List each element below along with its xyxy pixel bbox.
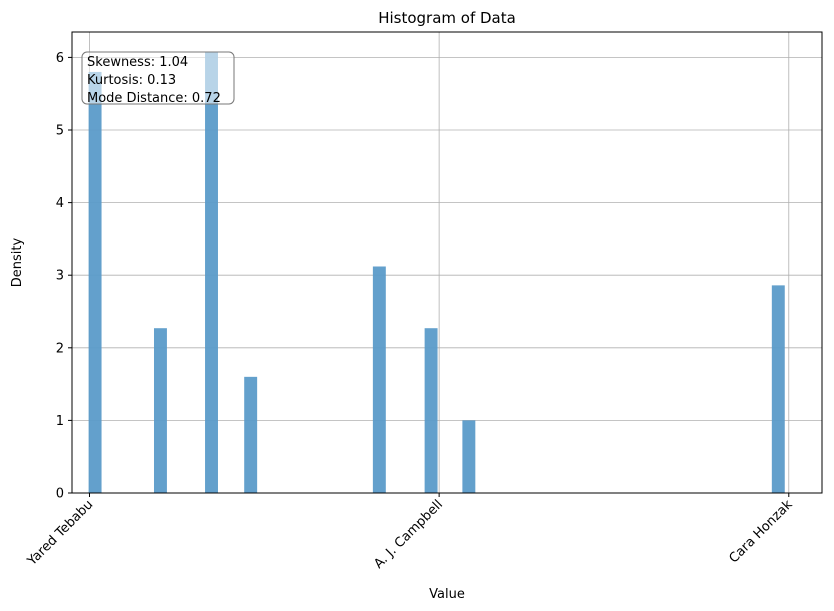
- y-tick-label: 3: [56, 269, 64, 284]
- annotation-line: Kurtosis: 0.13: [87, 73, 176, 88]
- annotation-text: Skewness: 1.04 Kurtosis: 0.13 Mode Distanc…: [87, 55, 221, 106]
- x-axis-label: Value: [429, 587, 465, 602]
- bars: [88, 52, 785, 493]
- annotation-box: [81, 51, 235, 105]
- y-tick-label: 1: [56, 414, 64, 429]
- histogram-bar: [244, 376, 258, 493]
- histogram-bar: [88, 71, 102, 493]
- y-tick-label: 4: [56, 196, 64, 211]
- plot-frame: [71, 31, 823, 494]
- y-tick-label: 0: [56, 487, 64, 502]
- y-tick-label: 5: [56, 124, 64, 139]
- y-tick-label: 2: [56, 341, 64, 356]
- y-axis-label: Density: [10, 237, 25, 287]
- histogram-bar: [462, 420, 476, 493]
- histogram-bar: [771, 285, 785, 493]
- chart-title: Histogram of Data: [378, 9, 516, 27]
- y-axis: 0 1 2 3 4 5 6: [56, 51, 72, 502]
- stats-annotation: Skewness: 1.04 Kurtosis: 0.13 Mode Distanc…: [81, 51, 235, 106]
- histogram-bar: [205, 52, 218, 493]
- histogram-bar: [424, 328, 438, 493]
- annotation-line: Skewness: 1.04: [87, 55, 188, 70]
- annotation-line: Mode Distance: 0.72: [87, 91, 221, 106]
- histogram-bar: [372, 266, 386, 493]
- histogram-bar: [153, 328, 167, 493]
- y-tick-label: 6: [56, 51, 64, 66]
